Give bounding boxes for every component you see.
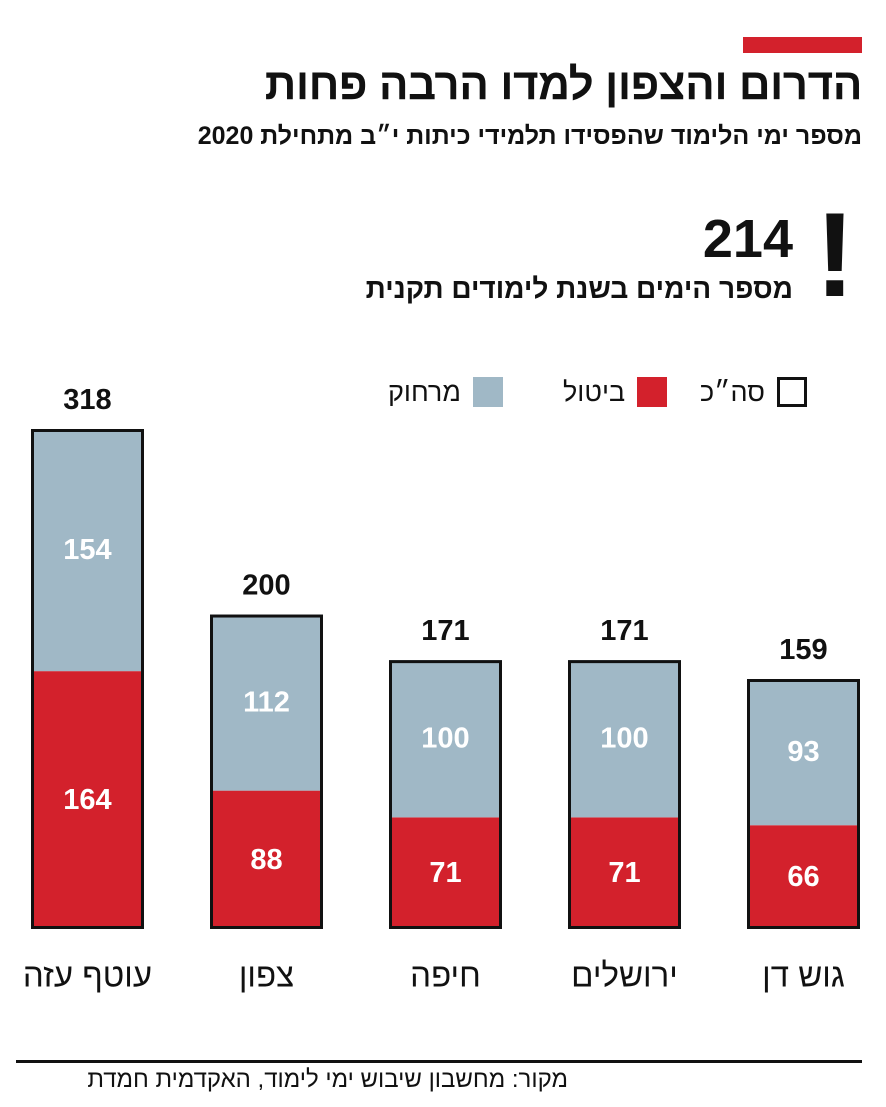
bar-total-label-2: 171 bbox=[421, 615, 469, 647]
bar-segment-remote-3 bbox=[568, 660, 681, 818]
bar-total-label-1: 200 bbox=[242, 570, 290, 602]
bar-segment-remote-2 bbox=[389, 660, 502, 818]
bar-value-label-cancel-2: 71 bbox=[429, 857, 461, 889]
bar-value-label-remote-2: 100 bbox=[421, 723, 469, 755]
callout-value: 214 bbox=[702, 209, 793, 269]
legend-item-remote: מרחוק bbox=[388, 372, 503, 412]
bar-value-label-remote-3: 100 bbox=[600, 723, 648, 755]
bar-total-outline-0 bbox=[31, 429, 144, 929]
bar-value-label-cancel-3: 71 bbox=[608, 857, 640, 889]
bar-segment-cancel-1 bbox=[210, 790, 323, 929]
bar-segment-remote-0 bbox=[31, 429, 144, 672]
bar-total-outline-1 bbox=[210, 614, 323, 930]
bar-segment-cancel-3 bbox=[568, 817, 681, 929]
exclamation-icon: ! bbox=[815, 188, 855, 322]
category-label-1: צפון bbox=[239, 957, 294, 994]
bar-segment-cancel-0 bbox=[31, 671, 144, 929]
legend-swatch-cancel bbox=[637, 377, 668, 407]
chart-subtitle: מספר ימי הלימוד שהפסידו תלמידי כיתות י״ב… bbox=[197, 122, 862, 150]
bar-total-outline-3 bbox=[568, 660, 681, 929]
bar-segment-remote-4 bbox=[747, 679, 860, 826]
bar-total-outline-2 bbox=[389, 660, 502, 929]
category-label-4: גוש דן bbox=[762, 957, 845, 994]
bar-value-label-remote-0: 154 bbox=[63, 534, 111, 566]
category-label-3: ירושלים bbox=[571, 957, 678, 994]
chart-title: הדרום והצפון למדו הרבה פחות bbox=[264, 60, 863, 109]
bar-segment-remote-1 bbox=[210, 614, 323, 791]
bar-value-label-remote-4: 93 bbox=[787, 736, 819, 768]
bar-value-label-cancel-1: 88 bbox=[250, 844, 282, 876]
bar-total-label-4: 159 bbox=[779, 634, 827, 666]
source-note: מקור: מחשבון שיבוש ימי לימוד, האקדמית חמ… bbox=[87, 1066, 568, 1093]
legend-label-total: סה״כ bbox=[700, 376, 766, 407]
callout-text: מספר הימים בשנת לימודים תקנית bbox=[365, 273, 793, 304]
bar-total-label-0: 318 bbox=[63, 384, 111, 416]
bar-total-outline-4 bbox=[747, 679, 860, 929]
source-divider bbox=[16, 1060, 862, 1063]
stacked-bar-chart: 164 154 318 עוטף עזה 88 112 200 צפון 71 100 171 חיפ… bbox=[23, 384, 860, 994]
bar-value-label-cancel-4: 66 bbox=[787, 861, 819, 893]
bar-value-label-cancel-0: 164 bbox=[63, 784, 111, 816]
legend-swatch-remote bbox=[472, 377, 503, 407]
bar-segment-cancel-4 bbox=[747, 825, 860, 929]
legend-swatch-total bbox=[777, 377, 808, 407]
bar-total-label-3: 171 bbox=[600, 615, 648, 647]
legend-item-total: סה״כ bbox=[700, 372, 808, 412]
bar-value-label-remote-1: 112 bbox=[243, 687, 290, 719]
legend-label-cancel: ביטול bbox=[563, 376, 626, 407]
category-label-2: חיפה bbox=[410, 957, 481, 994]
category-label-0: עוטף עזה bbox=[23, 957, 152, 994]
bar-segment-cancel-2 bbox=[389, 817, 502, 929]
legend-item-cancel: ביטול bbox=[563, 372, 668, 412]
legend-label-remote: מרחוק bbox=[388, 376, 461, 407]
accent-bar bbox=[743, 37, 862, 53]
